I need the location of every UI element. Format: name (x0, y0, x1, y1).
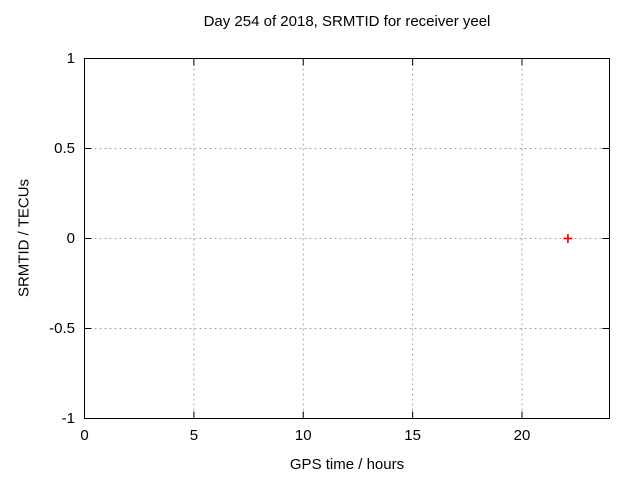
x-tick-label: 10 (294, 427, 312, 444)
x-tick-label: 20 (513, 427, 531, 444)
x-tick-label: 0 (80, 427, 89, 444)
x-tick-label: 5 (189, 427, 199, 444)
y-tick-label: -0.5 (49, 319, 75, 337)
plot-area (84, 58, 610, 419)
y-tick-label: 1 (66, 49, 75, 67)
y-tick-label: -1 (61, 409, 75, 427)
x-tick-label: 15 (404, 427, 421, 444)
y-tick-label: 0 (66, 229, 75, 247)
y-tick-label: 0.5 (54, 139, 75, 157)
chart-title: Day 254 of 2018, SRMTID for receiver yee… (203, 13, 491, 30)
plot-border (84, 58, 610, 419)
x-axis-label: GPS time / hours (289, 456, 405, 473)
plot-canvas (84, 58, 610, 419)
